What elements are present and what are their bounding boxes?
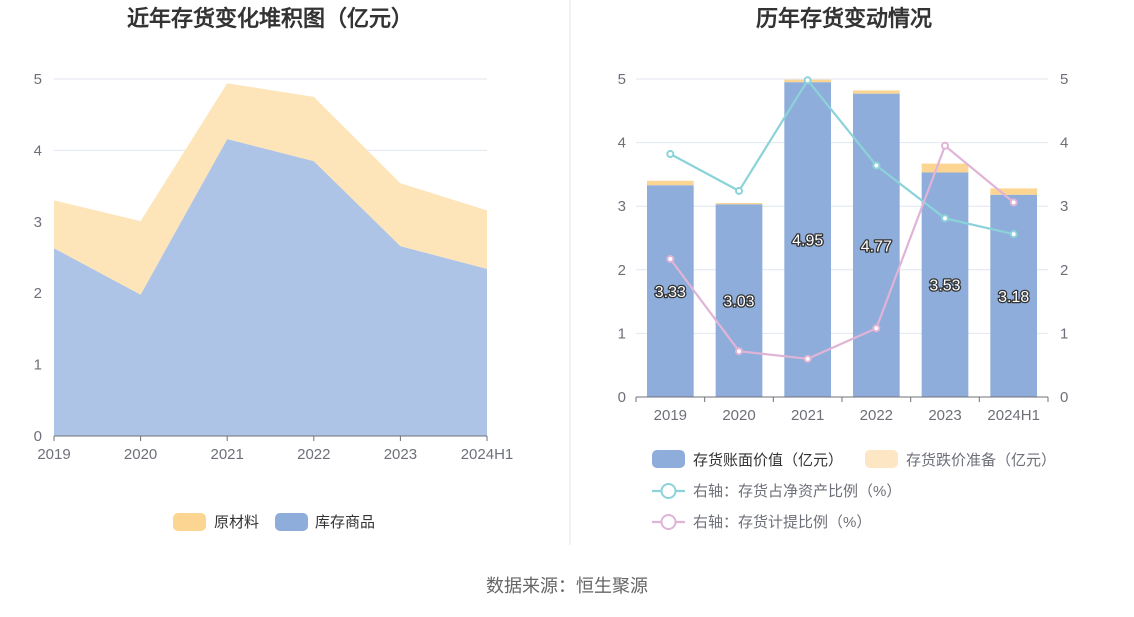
right-legend: 存货账面价值（亿元） 存货跌价准备（亿元） 右轴：存货占净资产比例（%） 右轴：存货计… [652, 450, 1056, 531]
left-legend-label: 原材料 [214, 514, 259, 531]
line-series-3 [669, 143, 1015, 360]
bar-impairment-provision [715, 203, 763, 205]
right-y2-tick-label: 2 [1060, 262, 1068, 279]
left-legend: 原材料 库存商品 [173, 513, 375, 531]
left-y-tick-label: 0 [34, 428, 42, 445]
right-legend-marker [660, 514, 677, 530]
left-x-tick-label: 2024H1 [461, 446, 514, 463]
right-x-tick-label: 2021 [791, 407, 824, 424]
right-y2-tick-label: 5 [1060, 71, 1068, 88]
left-y-tick-label: 3 [34, 214, 42, 231]
left-y-tick-label: 4 [34, 142, 42, 159]
right-legend-swatch [865, 450, 898, 468]
right-legend-label: 右轴：存货计提比例（%） [693, 514, 871, 531]
left-x-tick-label: 2022 [297, 446, 330, 463]
right-legend-label: 存货账面价值（亿元） [693, 452, 843, 469]
right-y-tick-label: 5 [618, 71, 626, 88]
right-y2-tick-label: 1 [1060, 325, 1068, 342]
line-point [803, 354, 812, 363]
left-axes: 0 1 2 3 4 5 2019 2020 2021 2022 2023 2024H1 [34, 71, 514, 463]
line-point [941, 214, 949, 223]
left-areas [54, 83, 487, 436]
line-point [803, 76, 812, 85]
data-source-note: 数据来源：恒生聚源 [486, 576, 648, 596]
left-legend-swatch [173, 513, 206, 531]
bar-impairment-provision [921, 163, 969, 173]
bar-book-value [852, 93, 900, 398]
right-y-tick-label: 0 [618, 389, 626, 406]
line-point [1009, 198, 1018, 207]
right-legend-swatch [652, 450, 685, 468]
left-x-tick-label: 2019 [37, 446, 70, 463]
bar-value-label: 3.03 [723, 294, 754, 311]
bar-value-label: 3.18 [998, 289, 1029, 306]
bar-book-value [921, 172, 969, 397]
line-point [666, 254, 675, 263]
left-legend-swatch [275, 513, 308, 531]
right-y2-tick-label: 3 [1060, 198, 1068, 215]
left-x-tick-label: 2021 [211, 446, 244, 463]
right-x-tick-label: 2022 [860, 407, 893, 424]
right-lines [666, 76, 1018, 363]
bar-book-value [715, 204, 763, 397]
right-y-tick-label: 4 [618, 135, 626, 152]
right-legend-label: 右轴：存货占净资产比例（%） [693, 483, 901, 500]
bar-value-label: 3.53 [929, 278, 960, 295]
right-legend-marker [660, 483, 677, 499]
left-x-tick-label: 2020 [124, 446, 157, 463]
right-x-tick-label: 2023 [928, 407, 961, 424]
right-grid [636, 78, 1048, 334]
right-y-tick-label: 2 [618, 262, 626, 279]
right-x-tick-label: 2019 [654, 407, 687, 424]
right-legend-label: 存货跌价准备（亿元） [906, 452, 1056, 469]
right-y2-tick-label: 4 [1060, 135, 1068, 152]
bar-impairment-provision [646, 180, 694, 186]
line-point [735, 347, 743, 356]
line-series-2 [669, 78, 1014, 236]
right-chart-title: 历年存货变动情况 [756, 6, 932, 31]
bar-value-label: 3.33 [655, 284, 686, 301]
left-y-tick-label: 2 [34, 285, 42, 302]
line-point [872, 324, 881, 333]
line-point [872, 161, 881, 170]
right-y-tick-label: 1 [618, 325, 626, 342]
right-x-tick-label: 2020 [722, 407, 755, 424]
bar-book-value [784, 82, 832, 398]
bar-line-combo-chart: 历年存货变动情况 3.33 3.03 4.95 4.77 3.53 3.18 0 1 2 3 4 5… [618, 6, 1069, 531]
line-point [735, 186, 743, 195]
line-point [666, 150, 675, 159]
area-raw-materials [54, 83, 487, 295]
right-y-tick-label: 3 [618, 198, 626, 215]
bar-impairment-provision [990, 188, 1038, 195]
right-axes: 0 1 2 3 4 5 0 1 2 3 4 5 2019 2020 2021 2022 2023 2024H1 [618, 71, 1069, 424]
right-bars [646, 79, 1038, 398]
bar-book-value [646, 185, 694, 397]
right-x-tick-label: 2024H1 [987, 407, 1040, 424]
bar-value-label: 4.77 [861, 238, 892, 255]
line-point [1009, 230, 1018, 239]
right-bar-labels: 3.33 3.03 4.95 4.77 3.53 3.18 [653, 231, 1030, 312]
left-legend-label: 库存商品 [315, 514, 375, 531]
left-y-tick-label: 1 [34, 357, 42, 374]
area-finished-goods [54, 139, 487, 436]
left-chart-title: 近年存货变化堆积图（亿元） [127, 6, 413, 31]
bar-value-label: 4.95 [792, 233, 823, 250]
bar-book-value [990, 194, 1038, 397]
right-y2-tick-label: 0 [1060, 389, 1068, 406]
left-x-tick-label: 2023 [384, 446, 417, 463]
stacked-area-chart: 近年存货变化堆积图（亿元） 0 1 2 3 4 5 2019 2020 2021 2022 2023… [34, 6, 514, 531]
bar-impairment-provision [852, 90, 900, 94]
left-y-tick-label: 5 [34, 71, 42, 88]
line-point [941, 141, 949, 150]
